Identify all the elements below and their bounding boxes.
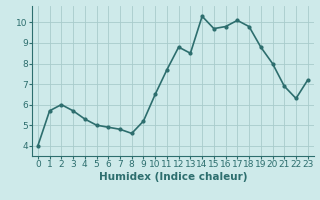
X-axis label: Humidex (Indice chaleur): Humidex (Indice chaleur) [99,172,247,182]
